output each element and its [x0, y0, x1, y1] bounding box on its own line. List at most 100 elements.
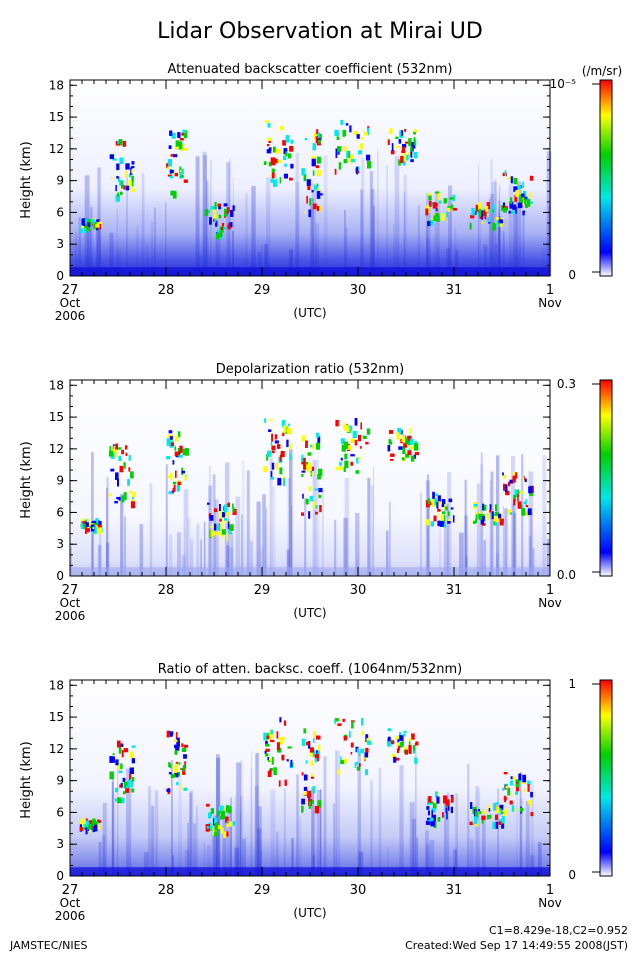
cloud-echo	[176, 782, 179, 786]
x-tick-label: 29	[254, 583, 271, 598]
cloud-echo	[340, 760, 345, 765]
cloud-echo	[117, 140, 120, 145]
cloud-echo	[181, 747, 187, 752]
cloud-echo	[214, 523, 217, 531]
cloud-echo	[350, 454, 355, 457]
cloud-echo	[123, 791, 126, 795]
cloud-echo	[308, 741, 311, 749]
cloud-echo	[432, 202, 437, 209]
cloud-echo	[81, 520, 86, 524]
cloud-echo	[270, 442, 273, 447]
heatmap-streak	[455, 793, 458, 876]
cloud-echo	[208, 209, 211, 213]
cloud-echo	[487, 804, 490, 811]
heatmap-streak	[345, 227, 348, 276]
heatmap-streak	[467, 763, 470, 876]
cloud-echo	[279, 454, 282, 462]
cloud-echo	[212, 209, 216, 212]
heatmap-streak	[265, 507, 268, 576]
cloud-echo	[166, 730, 170, 738]
cloud-echo	[510, 776, 514, 780]
colorbar-unit: (/m/sr)	[582, 64, 622, 78]
cloud-echo	[169, 169, 174, 174]
y-tick-label: 18	[49, 78, 64, 92]
y-tick-label: 9	[56, 774, 64, 788]
cloud-echo	[390, 453, 395, 457]
cloud-echo	[430, 521, 434, 527]
cloud-echo	[481, 221, 484, 224]
cloud-echo	[403, 442, 407, 448]
cloud-echo	[408, 447, 411, 452]
x-tick-month: Nov	[538, 596, 561, 610]
cloud-echo	[480, 210, 484, 215]
x-tick-label: 29	[254, 883, 271, 898]
cloud-echo	[527, 784, 530, 792]
heatmap-streak	[264, 244, 268, 276]
heatmap-streak	[357, 555, 359, 576]
cloud-echo	[168, 772, 172, 775]
heatmap-streak	[529, 536, 532, 576]
cloud-echo	[316, 190, 321, 199]
heatmap-streak	[116, 208, 119, 276]
cloud-echo	[184, 148, 189, 151]
heatmap-streak	[287, 478, 291, 576]
cloud-echo	[427, 817, 430, 820]
cloud-echo	[447, 511, 450, 516]
cloud-echo	[408, 741, 411, 747]
heatmap-streak	[490, 194, 494, 276]
cloud-echo	[492, 223, 496, 231]
y-tick-label: 12	[49, 742, 64, 756]
cloud-echo	[396, 748, 399, 754]
cloud-echo	[121, 797, 125, 803]
cloud-echo	[301, 168, 305, 176]
cloud-echo	[170, 442, 175, 447]
cloud-echo	[123, 748, 129, 753]
cloud-echo	[267, 733, 269, 737]
cloud-echo	[450, 507, 454, 510]
cloud-echo	[289, 177, 293, 181]
heatmap-streak	[437, 247, 439, 276]
cloud-echo	[112, 158, 117, 161]
cloud-echo	[350, 742, 354, 748]
heatmap-streak	[242, 838, 246, 876]
cloud-echo	[181, 470, 185, 474]
cloud-echo	[301, 435, 305, 442]
cloud-echo	[475, 518, 477, 524]
cloud-echo	[396, 742, 400, 747]
heatmap-streak	[389, 502, 391, 576]
cloud-echo	[515, 206, 517, 214]
cloud-echo	[516, 489, 520, 497]
colorbar-scale	[599, 679, 613, 877]
cloud-echo	[502, 202, 505, 209]
heatmap-streak	[230, 797, 232, 876]
heatmap-streak	[202, 151, 207, 276]
cloud-echo	[273, 767, 277, 776]
cloud-echo	[514, 195, 517, 202]
heatmap-streak	[546, 151, 552, 276]
cloud-echo	[121, 495, 125, 503]
colorbar-max-label: 10⁻⁵	[550, 77, 577, 91]
cloud-echo	[113, 445, 117, 453]
heatmap-streak	[334, 519, 337, 576]
cloud-echo	[176, 772, 179, 778]
cloud-echo	[286, 759, 289, 762]
cloud-echo	[407, 450, 412, 456]
cloud-echo	[90, 219, 94, 222]
cloud-echo	[426, 806, 430, 810]
cloud-echo	[318, 494, 321, 499]
heatmap-streak	[256, 501, 261, 576]
heatmap-streak	[172, 854, 174, 876]
cloud-echo	[452, 194, 456, 202]
cloud-echo	[478, 511, 482, 514]
heatmap-streak	[420, 492, 422, 576]
cloud-echo	[126, 785, 129, 789]
y-tick-label: 3	[56, 537, 64, 551]
cloud-echo	[471, 208, 475, 216]
cloud-echo	[407, 435, 412, 444]
heatmap-streak	[258, 806, 262, 876]
cloud-echo	[343, 441, 349, 449]
heatmap-streak	[217, 233, 221, 276]
y-tick-label: 6	[56, 805, 64, 819]
cloud-echo	[108, 493, 112, 497]
